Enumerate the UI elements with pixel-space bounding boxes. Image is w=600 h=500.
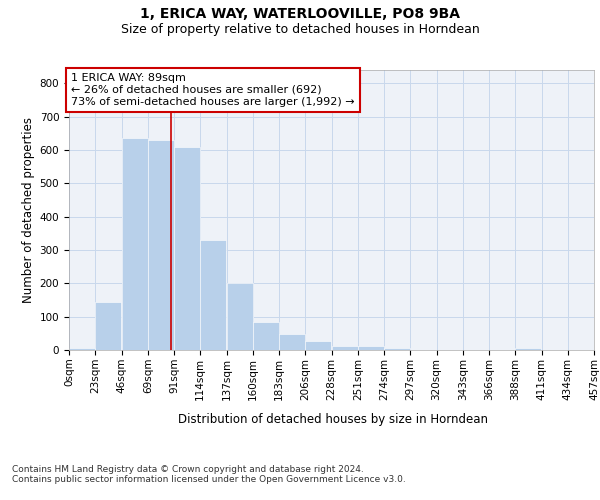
Text: Distribution of detached houses by size in Horndean: Distribution of detached houses by size … (178, 412, 488, 426)
Text: 1, ERICA WAY, WATERLOOVILLE, PO8 9BA: 1, ERICA WAY, WATERLOOVILLE, PO8 9BA (140, 8, 460, 22)
Bar (253, 322, 279, 350)
Text: 1 ERICA WAY: 89sqm
← 26% of detached houses are smaller (692)
73% of semi-detach: 1 ERICA WAY: 89sqm ← 26% of detached hou… (71, 74, 355, 106)
Bar (95, 302, 121, 350)
Bar (174, 146, 200, 350)
Bar (69, 348, 95, 350)
Y-axis label: Number of detached properties: Number of detached properties (22, 117, 35, 303)
Bar (384, 348, 410, 350)
Bar (227, 284, 253, 350)
Bar (358, 346, 384, 350)
Bar (200, 240, 226, 350)
Bar (279, 334, 305, 350)
Bar (122, 138, 148, 350)
Bar (148, 140, 174, 350)
Text: Contains HM Land Registry data © Crown copyright and database right 2024.
Contai: Contains HM Land Registry data © Crown c… (12, 465, 406, 484)
Text: Size of property relative to detached houses in Horndean: Size of property relative to detached ho… (121, 22, 479, 36)
Bar (305, 340, 331, 350)
Bar (332, 346, 358, 350)
Bar (515, 348, 541, 350)
